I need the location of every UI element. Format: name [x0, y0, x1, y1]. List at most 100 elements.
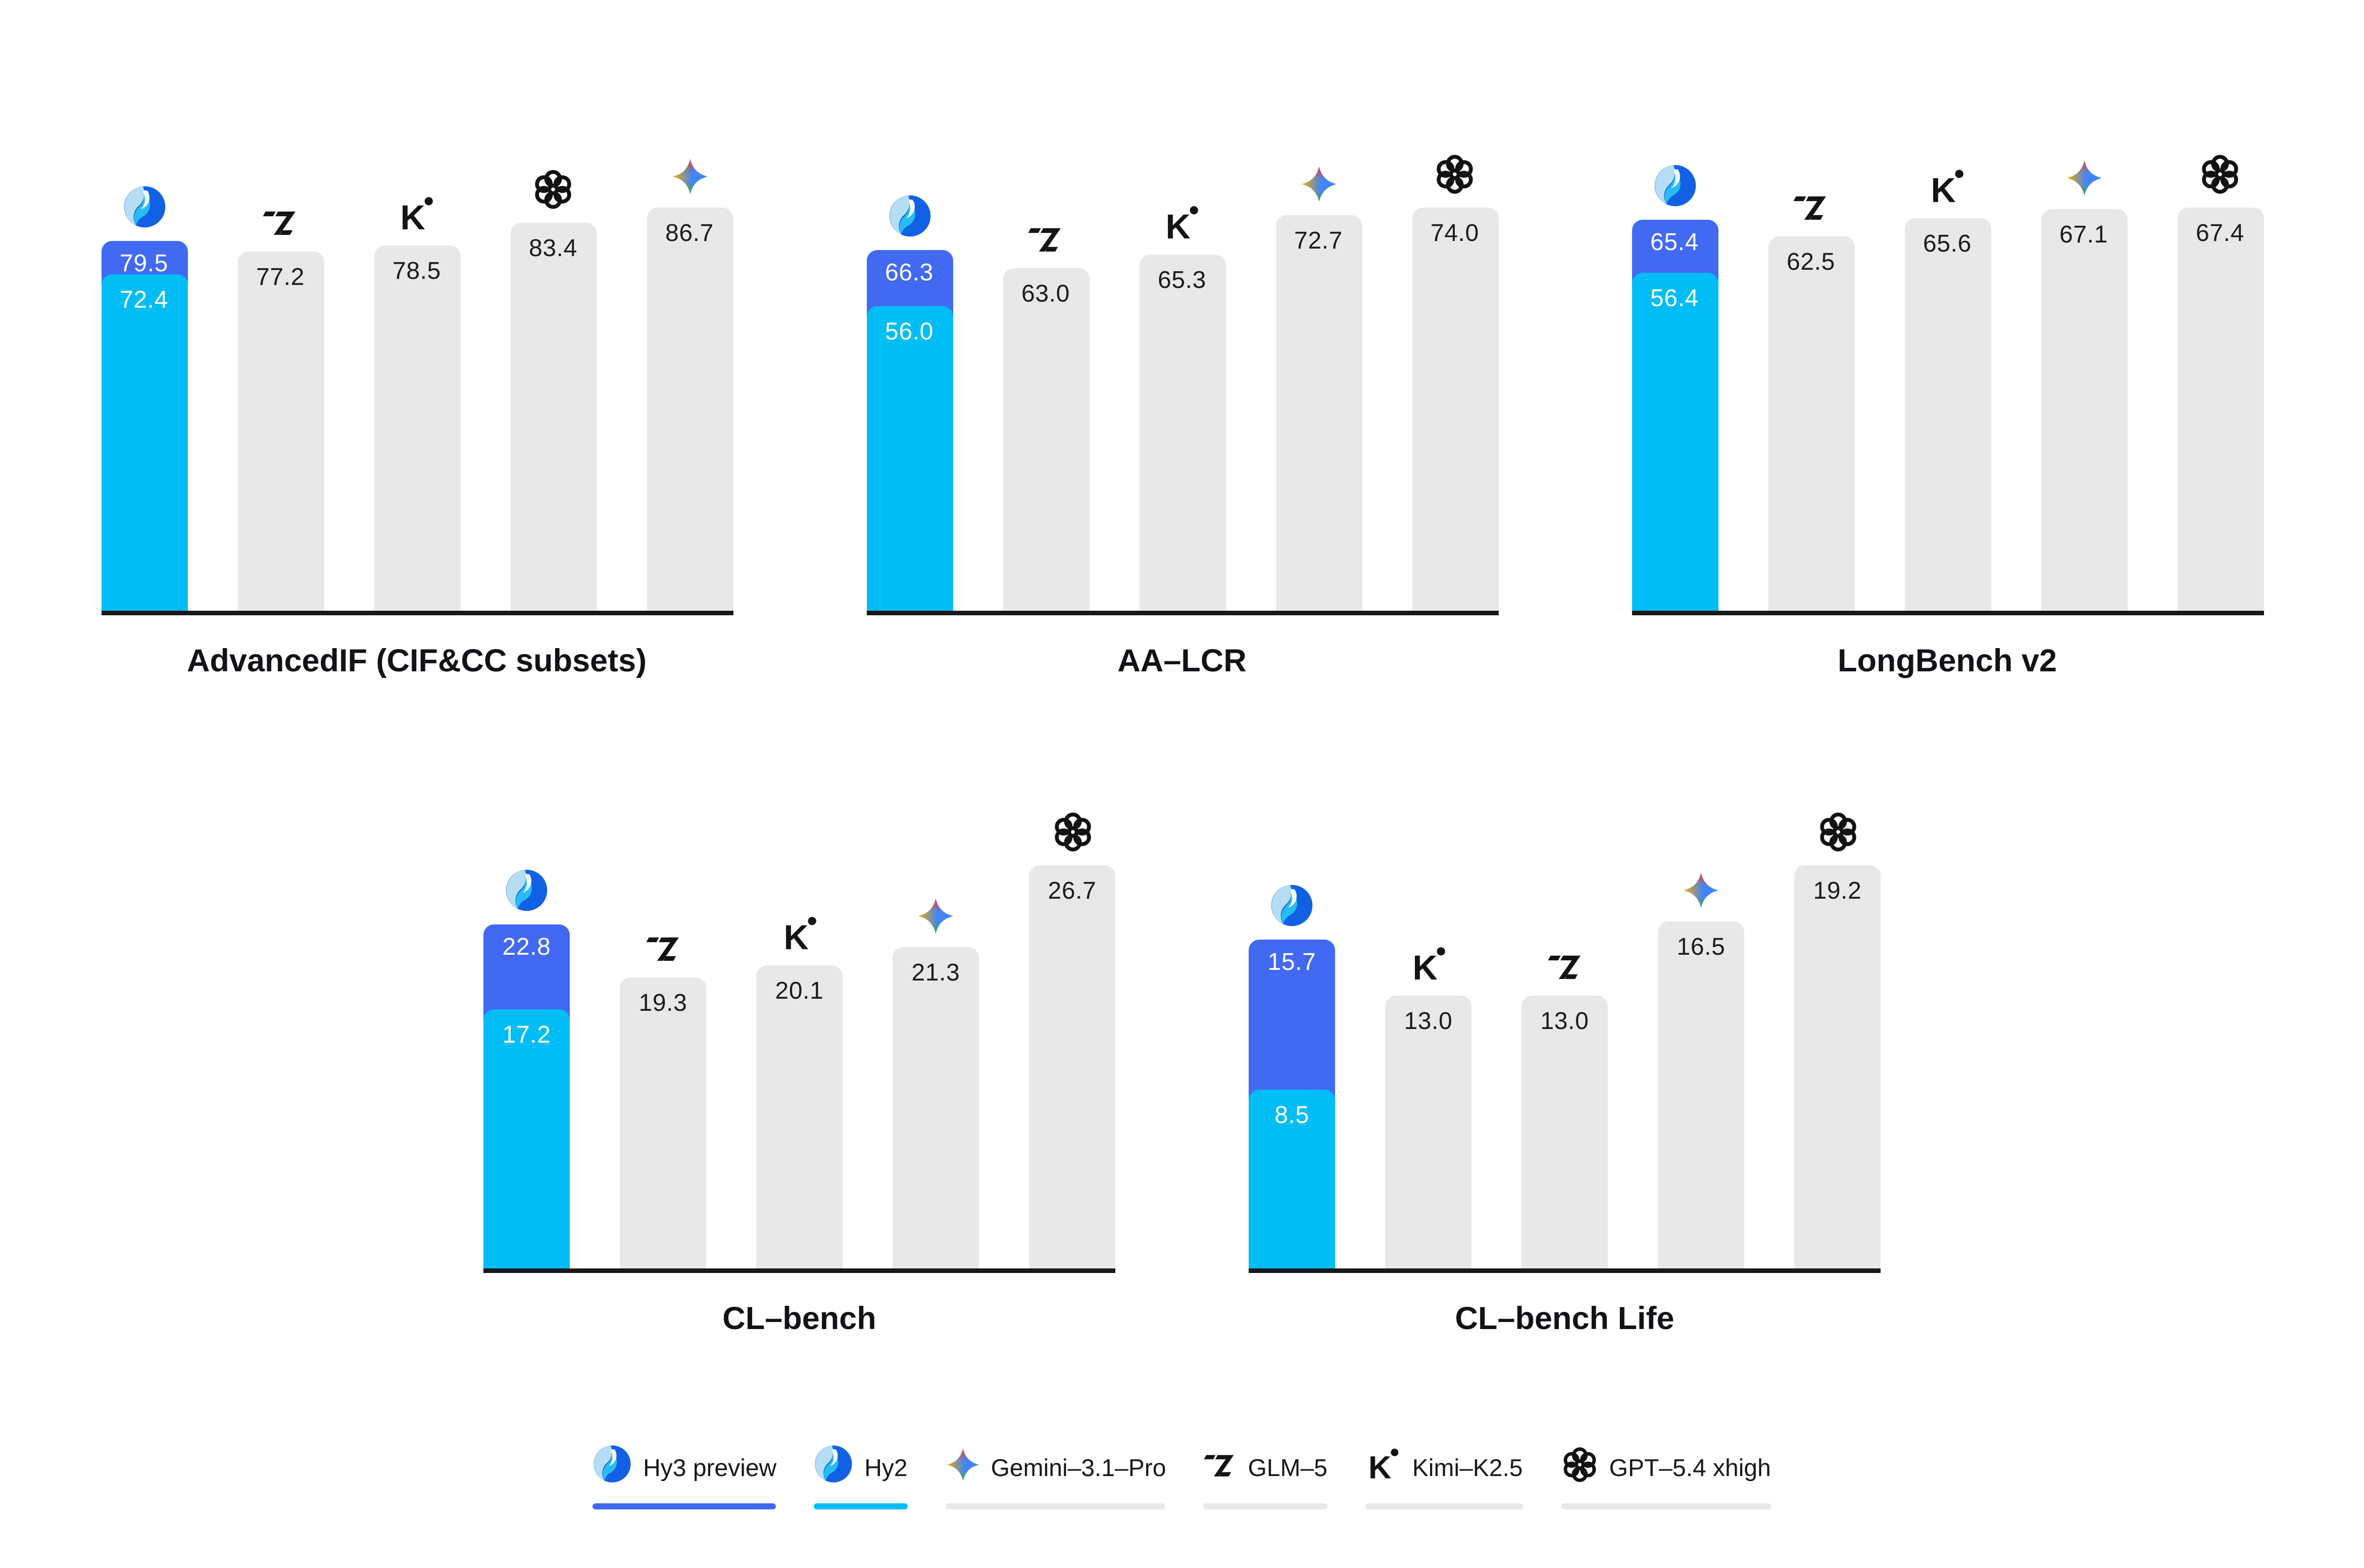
legend-item-row: Hy2 — [814, 1445, 908, 1490]
legend-underline — [814, 1503, 908, 1509]
value-bar: 65.6 — [1904, 218, 1991, 611]
value-bar: 19.2 — [1794, 865, 1881, 1268]
value-bar: 21.3 — [893, 947, 979, 1268]
bar-column: K 13.0 — [1385, 944, 1471, 1268]
value-label: 19.2 — [1813, 879, 1862, 905]
axis-baseline — [1631, 611, 2263, 615]
value-bar: 78.5 — [373, 246, 460, 611]
hy-icon — [1270, 883, 1314, 927]
axis-baseline — [1249, 1268, 1881, 1273]
chart-title: AdvancedIF (CIF&CC subsets) — [186, 644, 647, 679]
openai-icon — [532, 168, 574, 211]
value-label: 19.3 — [638, 991, 687, 1017]
legend-item: K Kimi–K2.5 — [1365, 1448, 1523, 1509]
bar-column: 21.3 — [893, 897, 979, 1268]
hy3-value-label: 22.8 — [502, 935, 551, 961]
legend-item-row: Gemini–3.1–Pro — [946, 1447, 1166, 1490]
hy3-value-label: 65.4 — [1650, 230, 1699, 256]
hy2-segment: 17.2 — [483, 1008, 570, 1268]
bar-column: 19.2 — [1794, 811, 1881, 1268]
legend-underline — [1365, 1503, 1523, 1509]
value-bar: 86.7 — [646, 208, 733, 611]
stacked-bar: 79.5 72.4 — [101, 241, 187, 611]
kimi-icon: K — [397, 194, 436, 237]
value-bar: 74.0 — [1411, 208, 1498, 611]
value-label: 26.7 — [1048, 879, 1097, 905]
chart-cl-bench-life: 15.7 8.5 K 13.0 13.0 16.5 19.2 CL–bench Lif… — [1249, 611, 1881, 1338]
value-bar: 65.3 — [1139, 255, 1225, 611]
gemini-icon — [1682, 872, 1720, 910]
value-label: 67.1 — [2059, 223, 2108, 249]
value-label: 65.6 — [1923, 232, 1972, 258]
bar-column: K 78.5 — [373, 194, 460, 611]
bar-column: 63.0 — [1002, 219, 1089, 611]
value-label: 63.0 — [1021, 281, 1070, 307]
bar-column: K 20.1 — [756, 913, 843, 1268]
charts-row-1: 79.5 72.4 77.2 K 78.5 83.4 86.7 AdvancedIF … — [0, 0, 2364, 680]
bar-column: 66.3 56.0 — [866, 193, 953, 611]
value-label: 16.5 — [1677, 936, 1726, 962]
bar-column: 67.1 — [2040, 160, 2127, 611]
value-bar: 26.7 — [1029, 865, 1115, 1268]
openai-icon — [2199, 153, 2241, 195]
openai-icon — [1051, 811, 1094, 853]
legend-item-row: Hy3 preview — [593, 1445, 776, 1490]
chart-title: AA–LCR — [1117, 644, 1247, 679]
chart-longbench-v2: 65.4 56.4 62.5 K 65.6 67.1 67.4 LongBench v… — [1631, 0, 2263, 680]
bars-area: 15.7 8.5 K 13.0 13.0 16.5 19.2 — [1249, 611, 1881, 1268]
legend-item-row: K Kimi–K2.5 — [1365, 1448, 1523, 1490]
legend-underline — [593, 1503, 777, 1509]
value-bar: 19.3 — [620, 977, 706, 1268]
bar-column: 74.0 — [1411, 153, 1498, 611]
svg-text:K: K — [783, 918, 808, 953]
value-label: 74.0 — [1431, 221, 1479, 247]
bar-column: 16.5 — [1658, 872, 1744, 1268]
value-label: 20.1 — [775, 978, 824, 1005]
hy-icon — [814, 1444, 854, 1484]
stacked-bar: 22.8 17.2 — [483, 924, 570, 1268]
bar-column: K 65.6 — [1904, 167, 1991, 611]
bars-area: 22.8 17.2 19.3 K 20.1 21.3 26.7 — [483, 611, 1115, 1268]
kimi-icon: K — [1409, 944, 1448, 987]
legend-item-row: GPT–5.4 xhigh — [1561, 1446, 1771, 1490]
hy3-value-label: 66.3 — [885, 260, 933, 286]
glm-icon — [1027, 219, 1064, 256]
hy-icon — [122, 185, 166, 229]
kimi-icon: K — [1162, 204, 1202, 247]
kimi-icon: K — [780, 913, 819, 956]
legend: Hy3 preview Hy2 Gemini–3.1–Pro GLM–5 K K… — [0, 1445, 2364, 1509]
value-label: 72.7 — [1294, 228, 1343, 255]
svg-text:K: K — [401, 199, 425, 233]
charts-row-2: 22.8 17.2 19.3 K 20.1 21.3 26.7 CL–bench 15… — [0, 611, 2364, 1338]
hy2-segment: 56.4 — [1631, 273, 1718, 611]
openai-icon — [1434, 153, 1476, 195]
legend-label: Kimi–K2.5 — [1412, 1456, 1523, 1482]
value-bar: 16.5 — [1658, 922, 1744, 1268]
gemini-icon — [1300, 165, 1338, 203]
bar-column: 79.5 72.4 — [101, 185, 187, 611]
value-bar: 67.4 — [2177, 208, 2263, 611]
gemini-icon — [946, 1447, 980, 1482]
hy2-segment: 56.0 — [866, 306, 953, 611]
legend-item: Hy3 preview — [593, 1445, 777, 1509]
bar-column: K 65.3 — [1139, 204, 1225, 611]
kimi-icon: K — [1928, 167, 1967, 210]
value-label: 77.2 — [256, 265, 305, 291]
bar-column: 83.4 — [510, 168, 597, 611]
chart-title: CL–bench Life — [1455, 1302, 1674, 1337]
bar-column: 67.4 — [2177, 153, 2263, 611]
svg-text:K: K — [1166, 208, 1191, 243]
hy-icon — [1653, 164, 1697, 208]
bar-column: 26.7 — [1029, 811, 1115, 1268]
svg-text:K: K — [1412, 949, 1437, 984]
kimi-icon: K — [1365, 1446, 1402, 1486]
legend-item: Hy2 — [814, 1445, 908, 1509]
hy2-value-label: 17.2 — [502, 1022, 551, 1048]
hy-icon — [888, 193, 931, 237]
svg-text:K: K — [1368, 1450, 1392, 1483]
glm-icon — [262, 203, 299, 239]
legend-label: GLM–5 — [1248, 1456, 1327, 1482]
value-label: 86.7 — [665, 221, 714, 247]
value-label: 13.0 — [1540, 1009, 1589, 1035]
